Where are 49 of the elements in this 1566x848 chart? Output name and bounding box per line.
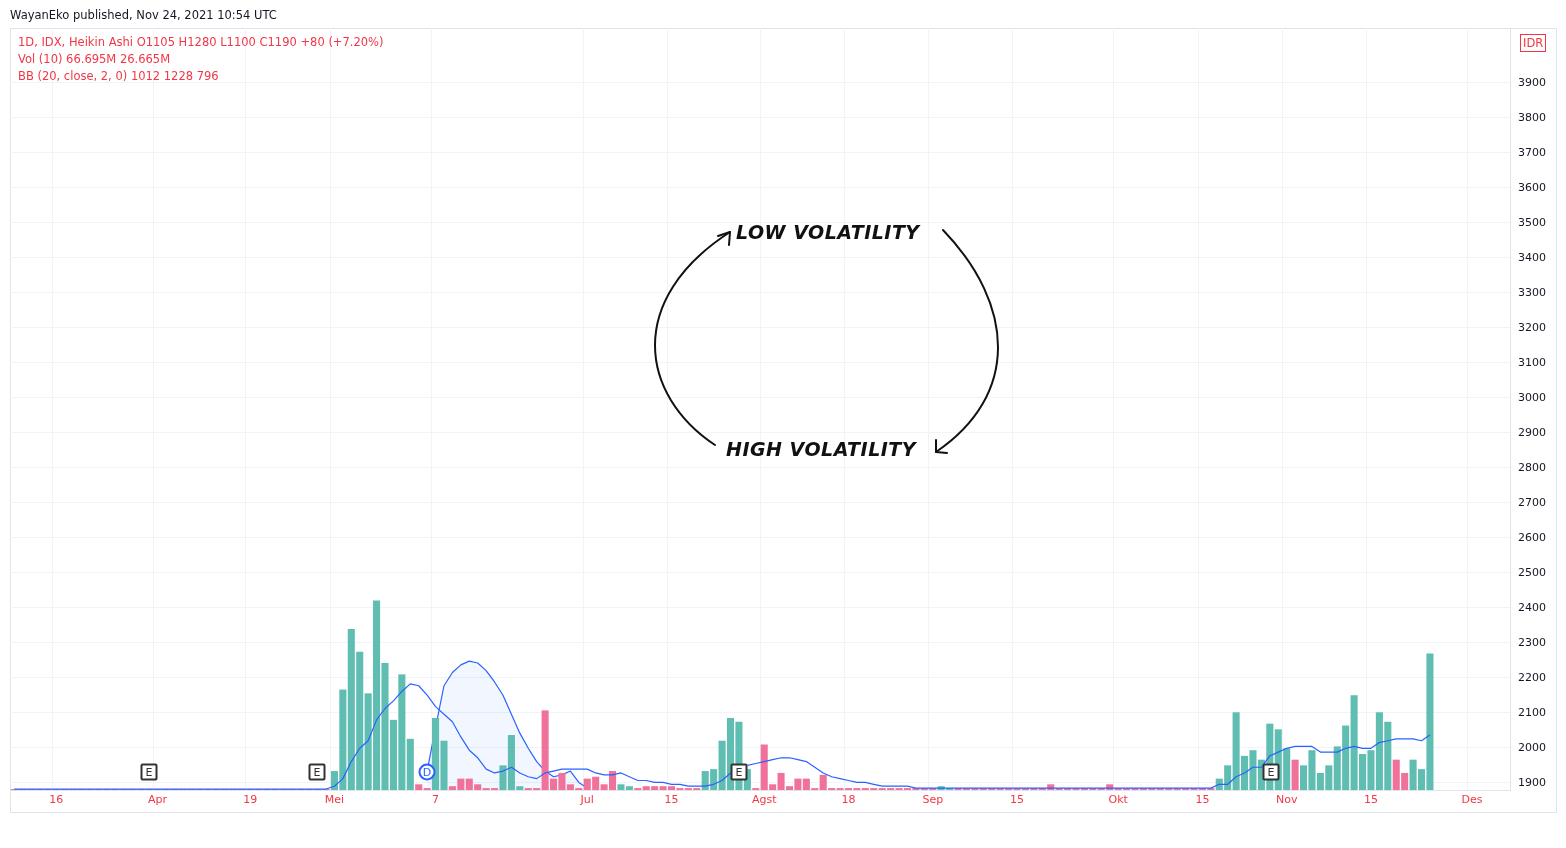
y2-tick-label: 3600 xyxy=(1518,180,1546,194)
text: BB (20, close, 2, 0) 1012 1228 796 xyxy=(18,69,219,83)
y2-tick-label: 3700 xyxy=(1518,145,1546,159)
y2-tick-label: 3900 xyxy=(1518,75,1546,89)
x-tick-label: 18 xyxy=(841,793,856,807)
y2-tick-label: 2100 xyxy=(1518,705,1546,719)
y2-tick-label: 2200 xyxy=(1518,670,1546,684)
y2-tick-label: 3200 xyxy=(1518,320,1546,334)
x-tick-label: 7 xyxy=(432,793,440,807)
x-tick-label: Jul xyxy=(579,793,594,807)
x-tick-label: Agst xyxy=(751,793,778,807)
y2-tick-label: 2400 xyxy=(1518,600,1546,614)
chart-subtitle: Vol (10) 66.695M 26.665M xyxy=(18,52,171,66)
y2-tick-label: 1900 xyxy=(1518,775,1546,789)
y2-tick-label: 2000 xyxy=(1518,740,1546,754)
y2-axis-title: IDR xyxy=(1520,34,1547,52)
y2-tick-label: 2600 xyxy=(1518,530,1546,544)
x-tick-label: 16 xyxy=(49,793,64,807)
chart-title: 1D, IDX, Heikin Ashi O1105 H1280 L1100 C1190 +80 (+7.20%) xyxy=(18,35,384,49)
annotation: E xyxy=(308,763,326,781)
annotation: E xyxy=(140,763,158,781)
x-tick-label: Des xyxy=(1461,793,1483,807)
x-tick-label: 15 xyxy=(1363,793,1378,807)
x-tick-label: Sep xyxy=(922,793,944,807)
annotation: E xyxy=(730,763,748,781)
text: LOW VOLATILITY xyxy=(736,220,920,244)
x-tick-label: 15 xyxy=(664,793,679,807)
x-tick-label: 19 xyxy=(243,793,258,807)
y2-tick-label: 2500 xyxy=(1518,565,1546,579)
x-tick-label: Okt xyxy=(1108,793,1129,807)
y2-tick-label: 3800 xyxy=(1518,110,1546,124)
y2-tick-label: 2800 xyxy=(1518,460,1546,474)
x-tick-label: Nov xyxy=(1275,793,1298,807)
x-tick-label: 15 xyxy=(1010,793,1025,807)
text: WayanEko published, Nov 24, 2021 10:54 UTC xyxy=(10,8,277,22)
y2-tick-label: 2700 xyxy=(1518,495,1546,509)
y2-tick-label: 2900 xyxy=(1518,425,1546,439)
y2-tick-label: 3000 xyxy=(1518,390,1546,404)
x-tick-label: 15 xyxy=(1195,793,1210,807)
text: HIGH VOLATILITY xyxy=(726,437,917,461)
annotation: E xyxy=(1262,763,1280,781)
x-tick-label: Mei xyxy=(324,793,345,807)
y2-tick-label: 3400 xyxy=(1518,250,1546,264)
y2-tick-label: 2300 xyxy=(1518,635,1546,649)
annotation: D xyxy=(418,763,436,781)
y2-tick-label: 3100 xyxy=(1518,355,1546,369)
x-tick-label: Apr xyxy=(147,793,168,807)
y2-tick-label: 3500 xyxy=(1518,215,1546,229)
y2-tick-label: 3300 xyxy=(1518,285,1546,299)
